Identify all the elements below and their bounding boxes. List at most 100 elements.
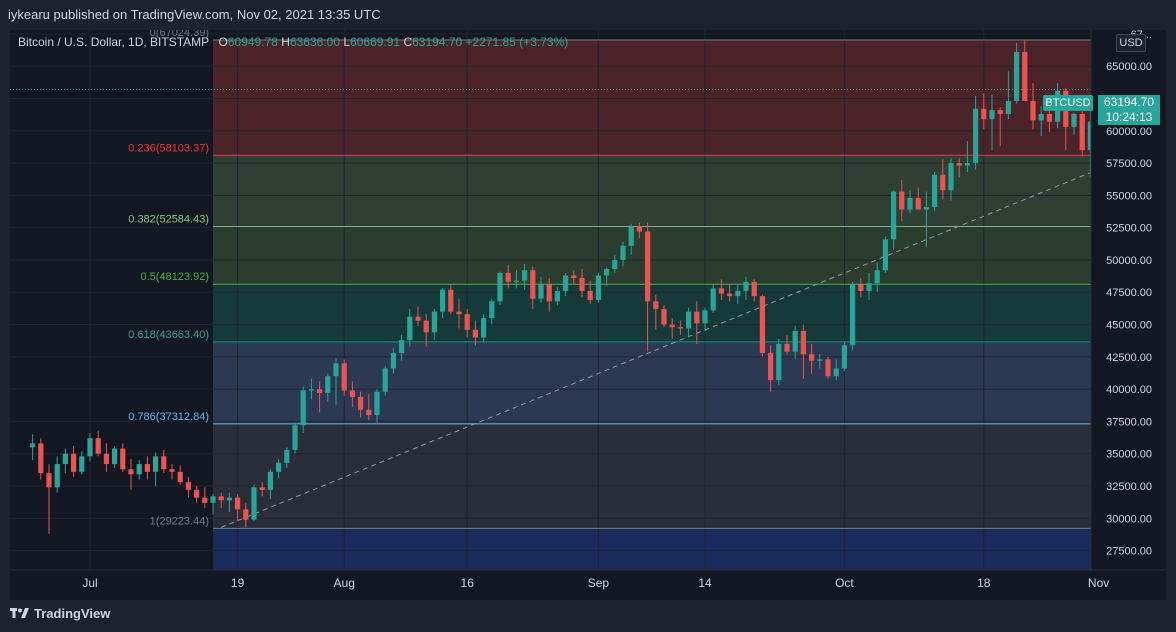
candle [505, 265, 511, 289]
candle-body [308, 389, 314, 391]
candle-body [948, 163, 954, 191]
candle-body [522, 270, 528, 281]
fib-label: 0.786(37312.84) [128, 411, 209, 423]
candle-body [768, 352, 774, 381]
candle [513, 270, 519, 289]
candle [554, 287, 560, 306]
candle [604, 267, 610, 286]
candle [858, 278, 864, 298]
tradingview-logo-icon[interactable] [10, 606, 30, 620]
candle-body [669, 324, 675, 328]
time-axis[interactable] [10, 570, 1091, 600]
candle [112, 445, 118, 468]
candle [87, 433, 93, 462]
candle [497, 271, 503, 306]
candle [710, 284, 716, 313]
candle-body [210, 496, 216, 503]
candle-body [349, 390, 355, 397]
candle-body [276, 462, 282, 472]
last-price-value: 63194.70 [1103, 95, 1155, 109]
change-value: +2271.85 (+3.73%) [465, 35, 569, 49]
candle [522, 263, 528, 290]
candle [1030, 82, 1036, 130]
candle-body [259, 487, 265, 490]
fib-label: 0.236(58103.37) [128, 142, 209, 154]
candle [661, 305, 667, 328]
candle [210, 493, 216, 515]
candle [743, 276, 749, 300]
candle [325, 373, 331, 403]
candle [317, 381, 323, 413]
candle [1071, 112, 1077, 135]
candle [54, 456, 60, 493]
candle [612, 254, 618, 273]
candle [456, 298, 462, 329]
candle-body [300, 390, 306, 426]
candle-body [284, 449, 290, 463]
fib-zone [213, 423, 1091, 529]
candle-body [185, 482, 191, 490]
candle-body [46, 473, 52, 488]
candle [489, 298, 495, 325]
price-tick-label: 37500.00 [1106, 416, 1152, 428]
candle-body [702, 310, 708, 324]
candle-body [694, 311, 700, 324]
candle-body [776, 343, 782, 381]
candle [308, 378, 314, 400]
candle [636, 222, 642, 238]
candle [891, 190, 897, 250]
price-tick-label: 45000.00 [1106, 320, 1152, 332]
footer-brand[interactable]: TradingView [34, 606, 111, 621]
candle [71, 445, 77, 477]
candle [46, 464, 52, 534]
candle-body [136, 464, 142, 475]
currency-button[interactable]: USD [1116, 34, 1146, 52]
price-tick-label: 35000.00 [1106, 449, 1152, 461]
candle-body [710, 288, 716, 311]
price-chart[interactable]: 0(67024.39) 0.236(58103.37) 0.382(52584.43… [10, 30, 1166, 600]
fib-zone [213, 528, 1091, 570]
candle [103, 443, 109, 472]
candle [333, 358, 339, 405]
candle-body [1014, 51, 1020, 102]
candle [694, 301, 700, 344]
candle-body [759, 296, 765, 353]
candle-body [620, 245, 626, 260]
candle-body [604, 268, 610, 276]
price-axis-ticks: 27500.00 30000.00 32500.00 35000.00 37500.00… [1106, 30, 1152, 558]
last-price-tag: 63194.70 10:24:13 [1098, 95, 1160, 125]
candle-body [612, 259, 618, 269]
candle-body [407, 316, 413, 341]
candle-body [1046, 113, 1052, 122]
candle-body [128, 469, 134, 475]
candle-body [809, 354, 815, 361]
candle [546, 278, 552, 312]
fib-zones [213, 40, 1091, 570]
time-tick-label: Sep [588, 576, 610, 590]
candle-body [399, 340, 405, 353]
candle-body [374, 391, 380, 415]
candle-body [54, 464, 60, 488]
candle-body [727, 293, 733, 297]
candle-body [325, 376, 331, 394]
candle-body [341, 363, 347, 391]
candle-body [292, 425, 298, 450]
candle [956, 157, 962, 178]
candle [751, 279, 757, 302]
candle-body [645, 231, 651, 302]
candle-body [382, 368, 388, 392]
fib-labels: 0(67024.39) 0.236(58103.37) 0.382(52584.43… [128, 30, 209, 527]
candle [948, 157, 954, 201]
candle [538, 276, 544, 303]
candle-body [202, 497, 208, 503]
candle [185, 476, 191, 498]
candle [620, 241, 626, 267]
candle-body [489, 301, 495, 319]
candle [251, 484, 257, 521]
candle-body [997, 110, 1003, 114]
candle-body [1038, 113, 1044, 121]
candle [235, 493, 241, 521]
candles [30, 40, 1134, 534]
candle [226, 492, 232, 512]
candle [374, 389, 380, 423]
